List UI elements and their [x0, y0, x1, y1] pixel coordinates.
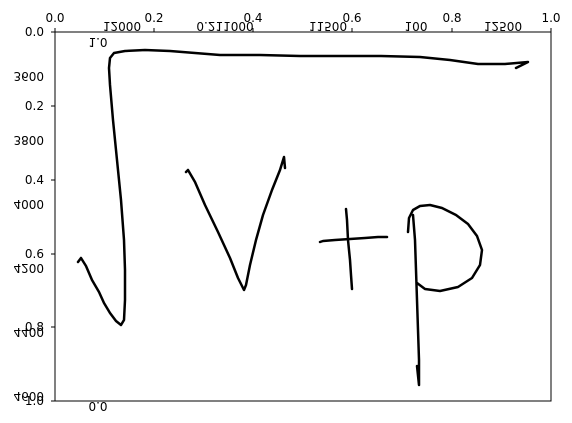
mirrored-scale-label: 100	[405, 19, 428, 33]
plus-vertical-stroke	[344, 207, 354, 291]
mirrored-scale-label: 12000	[103, 19, 141, 33]
p-stroke	[406, 203, 484, 387]
left-tick-label: 0.4	[25, 173, 44, 187]
mirrored-top-scale-labels: 12000 0.211000 11500 100 12500 1.0	[88, 19, 522, 49]
left-tick-label: 1.0	[25, 394, 44, 408]
top-tick-label: 0.2	[144, 11, 163, 25]
left-tick-label: 0.2	[25, 99, 44, 113]
mirrored-scale-label: 12500	[484, 19, 522, 33]
top-tick-label: 0.8	[442, 11, 461, 25]
mirrored-scale-label: 1.0	[88, 35, 107, 49]
sqrt-stroke	[76, 48, 530, 327]
top-tick-label: 0.4	[243, 11, 262, 25]
v-stroke	[184, 155, 287, 292]
top-axis-ticks	[54, 28, 552, 32]
mirrored-bottom-label: 0.0	[88, 399, 107, 413]
top-tick-label: 0.6	[342, 11, 361, 25]
mirrored-y-label: 4000	[13, 197, 44, 211]
left-tick-label: 0.0	[25, 25, 44, 39]
mirrored-y-label: 4600	[13, 389, 44, 403]
mirrored-y-label: 4400	[13, 325, 44, 339]
top-tick-label: 1.0	[541, 11, 560, 25]
plus-horizontal-stroke	[318, 235, 389, 244]
left-axis-labels: 0.0 0.2 0.4 0.6 0.8 1.0	[25, 25, 44, 408]
mirrored-scale-label: 0.211000	[196, 19, 253, 33]
plot-frame	[54, 31, 552, 402]
mirrored-y-label: 3800	[13, 133, 44, 147]
top-axis-labels: 0.0 0.2 0.4 0.6 0.8 1.0	[45, 11, 560, 25]
mirrored-y-label: 4200	[13, 261, 44, 275]
left-tick-label: 0.8	[25, 320, 44, 334]
left-tick-label: 0.6	[25, 247, 44, 261]
mirrored-y-label: 3600	[13, 69, 44, 83]
mirrored-left-scale-labels: 3600 3800 4000 4200 4400 4600	[13, 69, 44, 403]
left-axis-ticks	[51, 31, 55, 402]
mirrored-scale-label: 11500	[309, 19, 347, 33]
top-tick-label: 0.0	[45, 11, 64, 25]
handwriting-strokes	[76, 48, 530, 387]
